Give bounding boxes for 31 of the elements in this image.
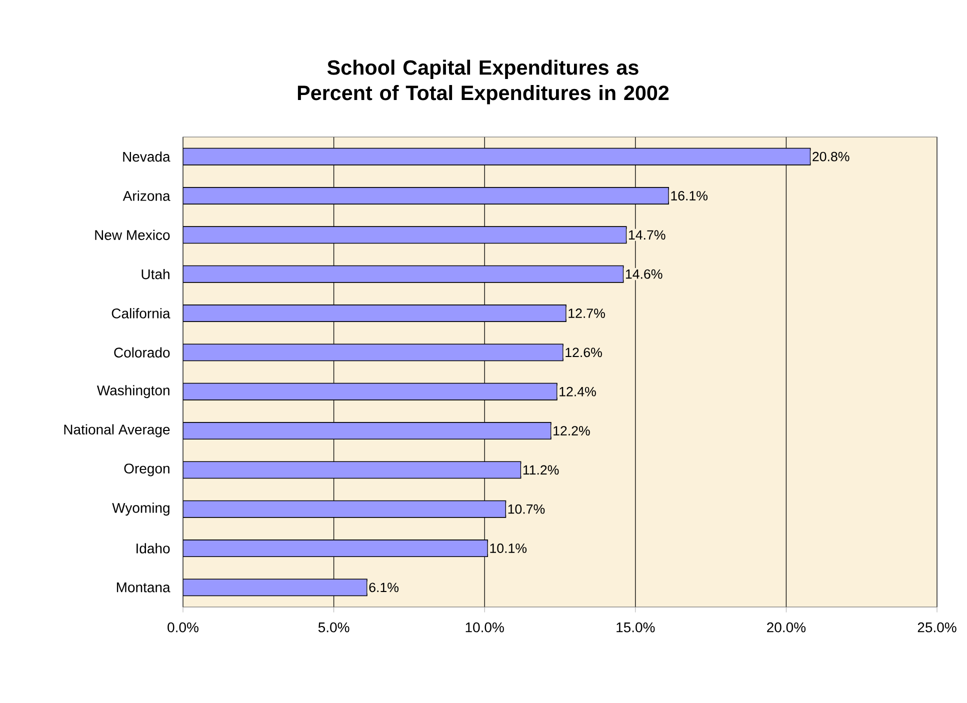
chart-title: School Capital Expenditures as Percent of Total Expenditures in 2002 (298, 60, 669, 104)
x-tick-label: 25.0% (918, 622, 956, 632)
data-label: 11.2% (523, 465, 559, 475)
data-label: 10.7% (508, 504, 545, 514)
data-label: 16.1% (671, 191, 708, 200)
data-label: 12.7% (568, 308, 605, 318)
y-tick-label: Montana (116, 582, 170, 592)
y-tick-label: Washington (96, 385, 170, 398)
data-label: 12.2% (554, 426, 590, 436)
x-tick-label: 15.0% (616, 622, 655, 632)
y-tick-label: Colorado (114, 347, 170, 358)
y-tick-label: Nevada (123, 151, 170, 162)
y-tick-label: Oregon (124, 464, 170, 476)
x-tick-label: 10.0% (466, 622, 504, 632)
y-tick-label: Wyoming (112, 502, 170, 516)
data-label: 14.6% (626, 269, 662, 279)
x-tick-label: 0.0% (168, 622, 198, 632)
y-tick-label: Utah (142, 268, 170, 280)
data-label: 12.6% (566, 348, 602, 358)
y-tick-label: Arizona (122, 190, 170, 201)
data-label: 20.8% (812, 152, 850, 162)
x-tick-label: 20.0% (767, 622, 806, 632)
y-tick-label: Idaho (136, 543, 170, 554)
y-tick-label: National Average (64, 424, 170, 438)
data-label: 14.7% (628, 230, 666, 240)
y-tick-label: New Mexico (95, 230, 170, 240)
data-label: 12.4% (560, 386, 596, 396)
y-tick-label: California (112, 308, 170, 318)
data-label: 10.1% (490, 544, 527, 553)
data-label: 6.1% (369, 582, 399, 592)
x-tick-label: 5.0% (318, 622, 350, 632)
